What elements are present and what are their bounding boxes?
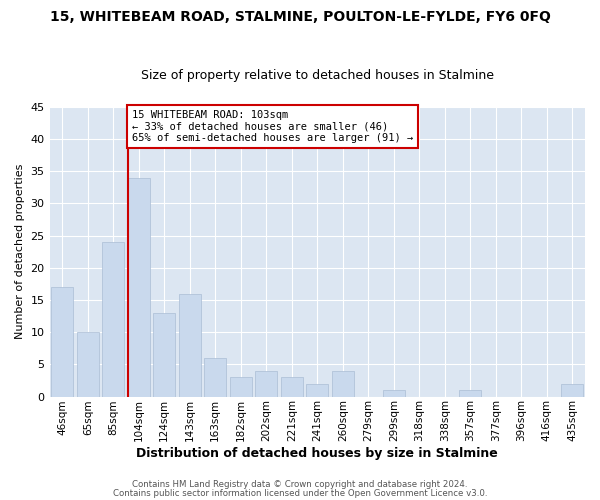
Bar (230, 377, 251, 396)
Text: 15 WHITEBEAM ROAD: 103sqm
← 33% of detached houses are smaller (46)
65% of semi-: 15 WHITEBEAM ROAD: 103sqm ← 33% of detac… (132, 110, 413, 143)
Bar (332, 371, 353, 396)
Bar (460, 390, 481, 396)
Y-axis label: Number of detached properties: Number of detached properties (15, 164, 25, 340)
Bar (52, 287, 73, 397)
Bar (562, 384, 583, 396)
Bar (77, 332, 98, 396)
Bar (383, 390, 404, 396)
Bar (256, 371, 277, 396)
Title: Size of property relative to detached houses in Stalmine: Size of property relative to detached ho… (141, 69, 494, 82)
Bar (103, 242, 124, 396)
Bar (128, 178, 149, 396)
Bar (205, 358, 226, 397)
Bar (307, 384, 328, 396)
Text: Contains public sector information licensed under the Open Government Licence v3: Contains public sector information licen… (113, 489, 487, 498)
Bar (281, 377, 302, 396)
Bar (154, 313, 175, 396)
Bar (179, 294, 200, 397)
Text: Contains HM Land Registry data © Crown copyright and database right 2024.: Contains HM Land Registry data © Crown c… (132, 480, 468, 489)
X-axis label: Distribution of detached houses by size in Stalmine: Distribution of detached houses by size … (136, 447, 498, 460)
Text: 15, WHITEBEAM ROAD, STALMINE, POULTON-LE-FYLDE, FY6 0FQ: 15, WHITEBEAM ROAD, STALMINE, POULTON-LE… (50, 10, 550, 24)
